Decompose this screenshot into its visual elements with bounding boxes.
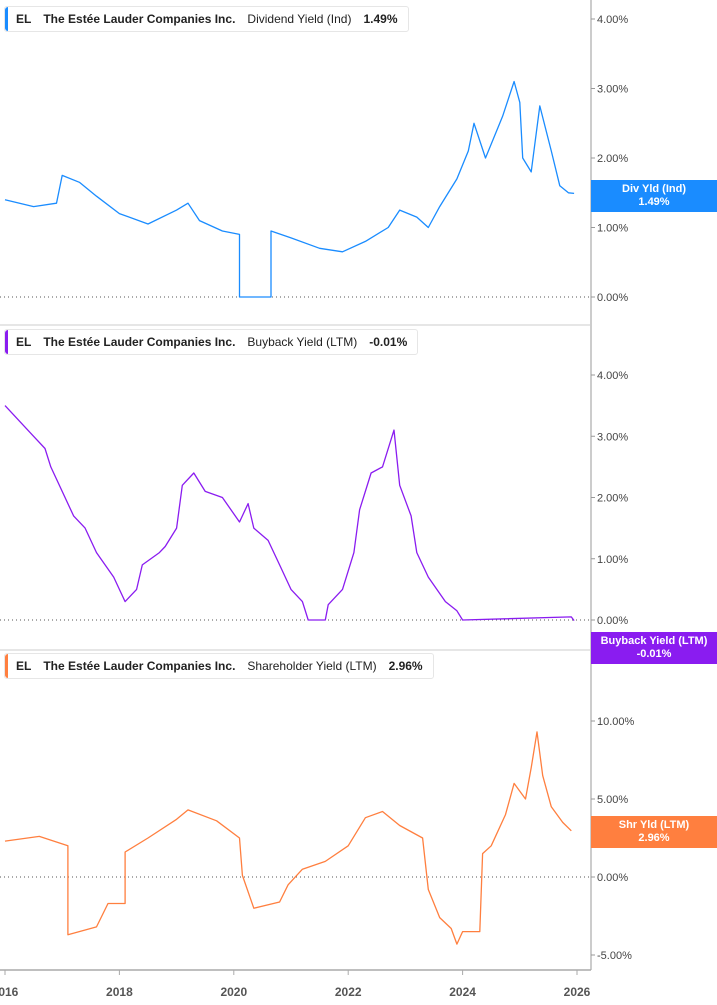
metric-value: -0.01%: [369, 335, 408, 349]
panel-header-buyback: EL The Estée Lauder Companies Inc. Buyba…: [4, 329, 419, 355]
y-tick-label: 3.00%: [597, 84, 628, 96]
company-name: The Estée Lauder Companies Inc.: [43, 335, 236, 349]
series-line-2: [4, 731, 572, 945]
company-name: The Estée Lauder Companies Inc.: [43, 659, 236, 673]
badge-label: Div Yld (Ind): [622, 183, 686, 195]
y-tick-label: 2.00%: [597, 153, 628, 165]
ticker-label: EL: [16, 659, 32, 673]
metric-name: Shareholder Yield (LTM): [247, 659, 377, 673]
x-tick-label: 2022: [335, 985, 362, 999]
metric-name: Dividend Yield (Ind): [247, 12, 352, 26]
y-tick-label: 3.00%: [597, 431, 628, 443]
x-tick-label: 2026: [564, 985, 591, 999]
y-tick-label: 4.00%: [597, 14, 628, 26]
badge-label: Buyback Yield (LTM): [600, 635, 708, 647]
y-tick-label: 2.00%: [597, 493, 628, 505]
badge-value: 1.49%: [638, 196, 670, 208]
panel-header-dividend: EL The Estée Lauder Companies Inc. Divid…: [4, 6, 409, 32]
metric-name: Buyback Yield (LTM): [247, 335, 358, 349]
badge-label: Shr Yld (LTM): [618, 819, 690, 831]
current-value-badge-shareholder: Shr Yld (LTM) 2.96%: [591, 816, 717, 848]
y-tick-label: 0.00%: [597, 615, 628, 627]
series-line-1: [4, 405, 575, 621]
company-name: The Estée Lauder Companies Inc.: [43, 12, 236, 26]
x-tick-label: 2018: [106, 985, 133, 999]
current-value-badge-buyback: Buyback Yield (LTM) -0.01%: [591, 632, 717, 664]
y-tick-label: 5.00%: [597, 794, 628, 806]
series-line-0: [4, 80, 575, 298]
y-tick-label: 1.00%: [597, 554, 628, 566]
y-tick-label: 0.00%: [597, 292, 628, 304]
series-color-marker: [5, 654, 8, 678]
badge-value: 2.96%: [638, 832, 670, 844]
y-tick-label: 1.00%: [597, 223, 628, 235]
series-color-marker: [5, 330, 8, 354]
y-tick-label: 10.00%: [597, 716, 635, 728]
current-value-badge-dividend: Div Yld (Ind) 1.49%: [591, 180, 717, 212]
x-tick-label: 2024: [449, 985, 476, 999]
series-color-marker: [5, 7, 8, 31]
x-tick-label: 2020: [220, 985, 247, 999]
metric-value: 2.96%: [388, 659, 423, 673]
badge-value: -0.01%: [636, 648, 672, 660]
panel-header-shareholder: EL The Estée Lauder Companies Inc. Share…: [4, 653, 434, 679]
ticker-label: EL: [16, 12, 32, 26]
x-tick-label: 2016: [0, 985, 19, 999]
y-tick-label: 4.00%: [597, 370, 628, 382]
ticker-label: EL: [16, 335, 32, 349]
metric-value: 1.49%: [363, 12, 398, 26]
y-tick-label: 0.00%: [597, 872, 628, 884]
y-tick-label: -5.00%: [597, 950, 632, 962]
